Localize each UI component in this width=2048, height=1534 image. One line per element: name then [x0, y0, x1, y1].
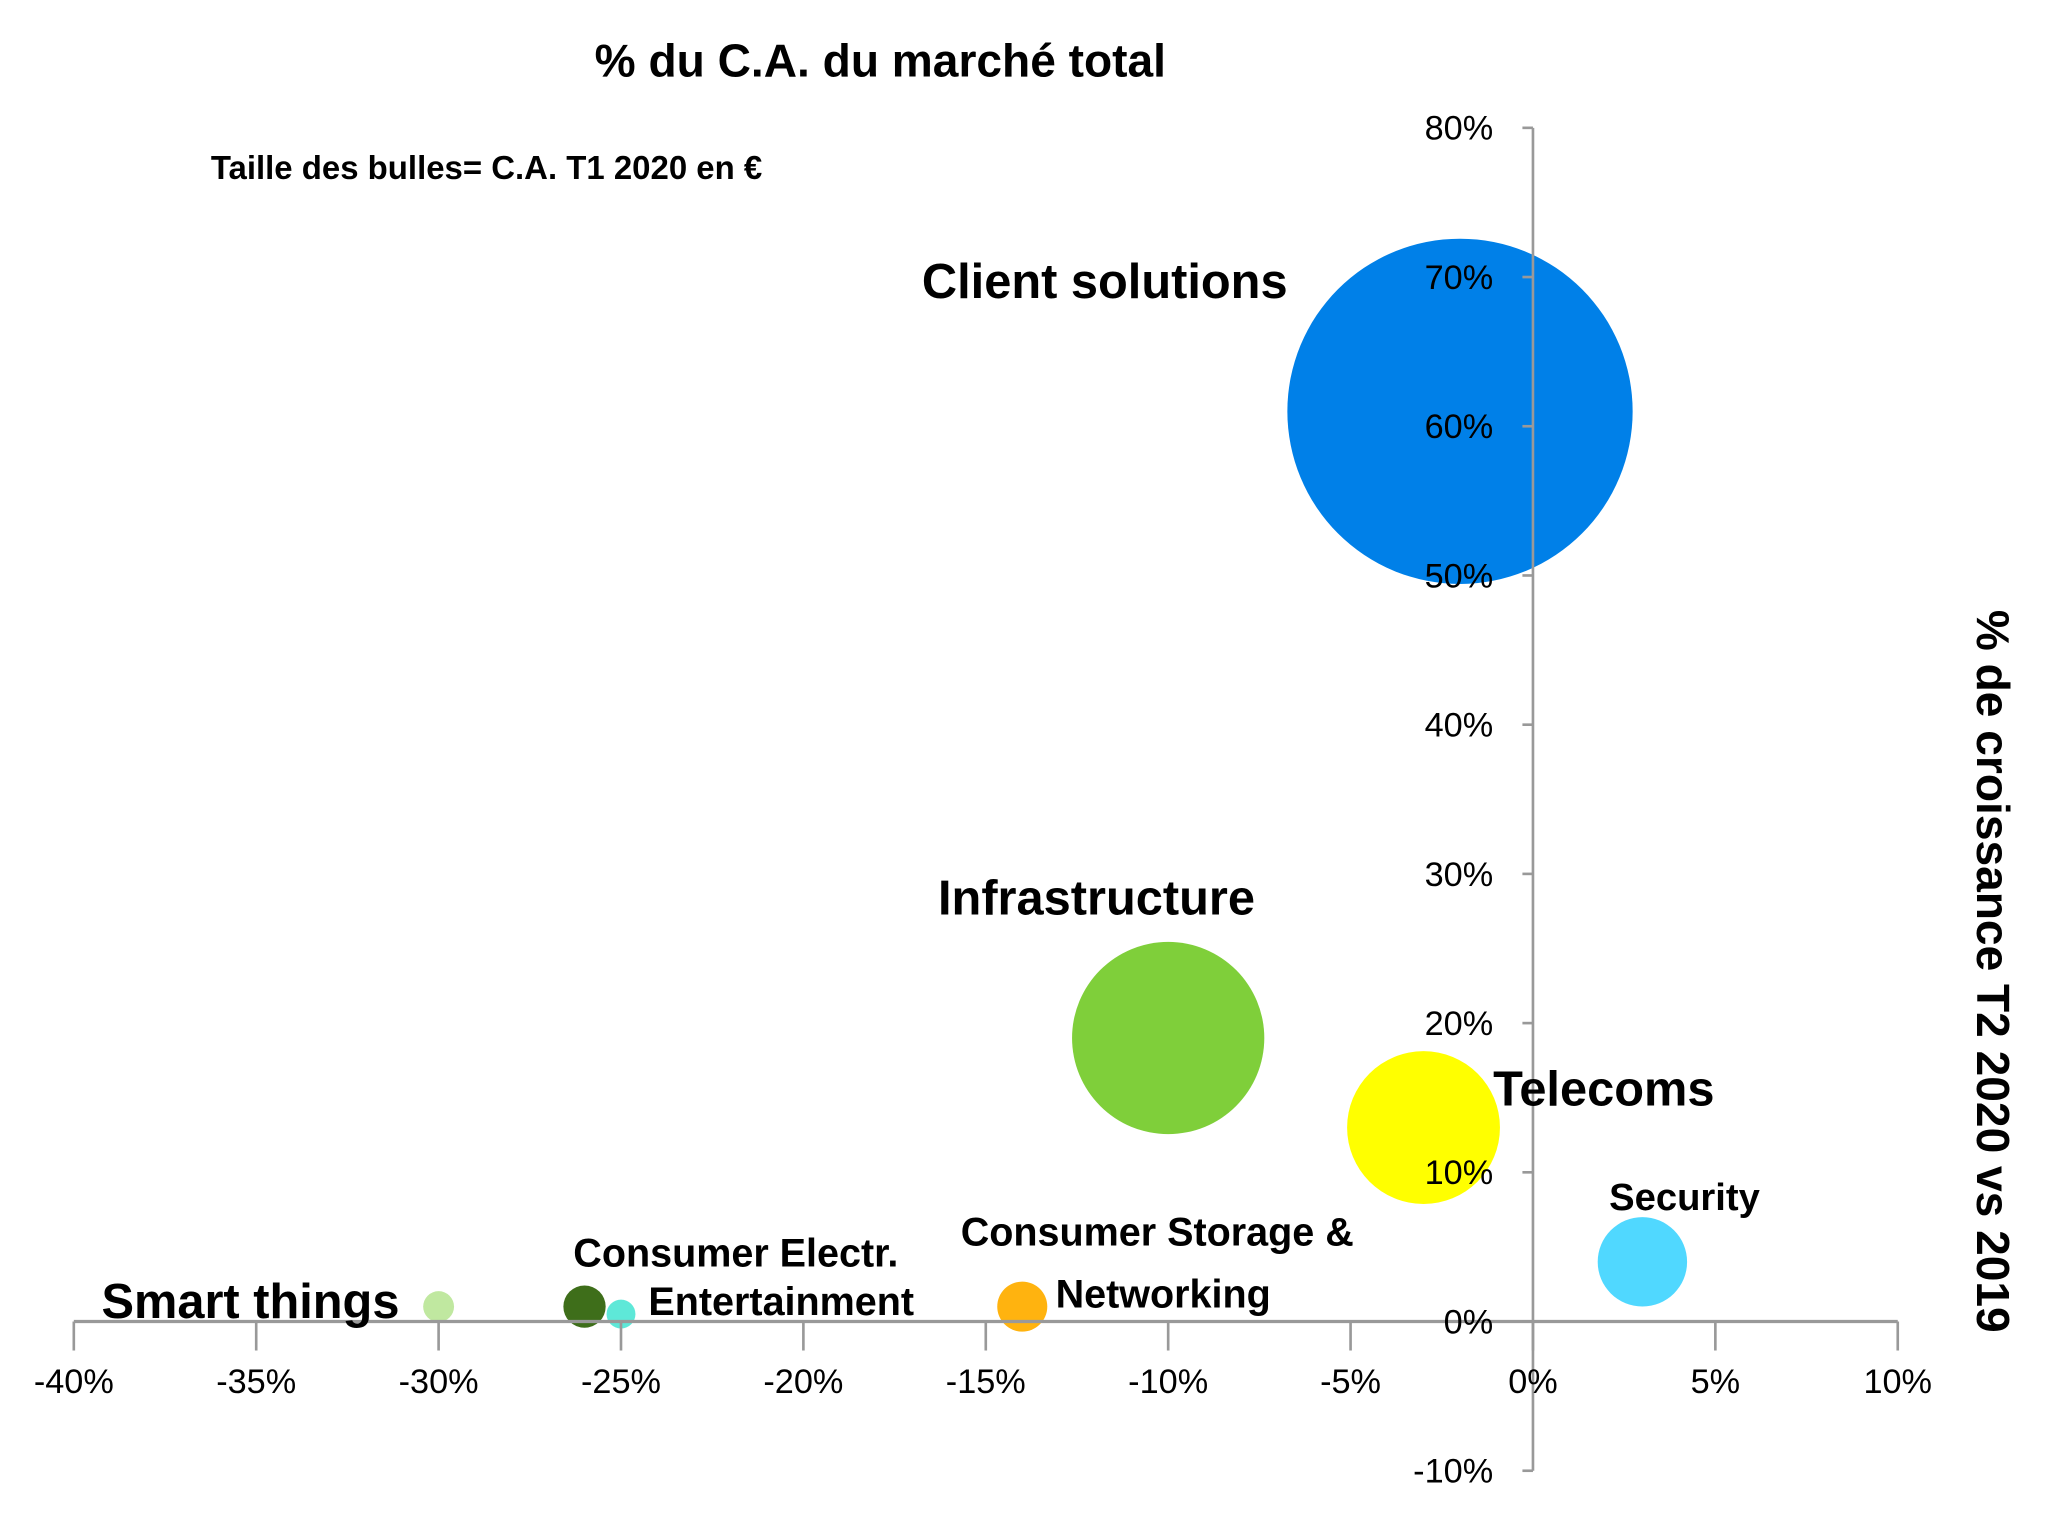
data-label: Networking — [1056, 1272, 1271, 1316]
y-tick-label: 0% — [1444, 1303, 1494, 1341]
x-tick-label: -30% — [399, 1363, 479, 1401]
data-labels-layer: Client solutions Infrastructure Telecoms Se… — [101, 255, 1760, 1329]
chart-title: % du C.A. du marché total — [595, 34, 1166, 86]
bubble-7 — [423, 1291, 455, 1323]
bubble-5 — [563, 1285, 606, 1328]
y-tick-label: 40% — [1425, 707, 1494, 745]
x-tick-label: 5% — [1691, 1363, 1741, 1401]
x-tick-label: -5% — [1320, 1363, 1381, 1401]
data-label: Security — [1609, 1176, 1761, 1219]
y-tick-label: 20% — [1425, 1005, 1494, 1043]
data-label: Client solutions — [922, 255, 1288, 309]
x-tick-label: -20% — [763, 1363, 843, 1401]
y-tick-label: -10% — [1413, 1453, 1493, 1491]
bubbles-layer — [423, 238, 1688, 1332]
y-tick-label: 10% — [1425, 1154, 1494, 1192]
chart-subtitle: Taille des bulles= C.A. T1 2020 en € — [211, 149, 762, 186]
data-label: Entertainment — [648, 1280, 914, 1324]
y-tick-label: 50% — [1425, 557, 1494, 595]
data-label: Infrastructure — [938, 872, 1255, 926]
data-label: Consumer Storage & — [961, 1210, 1354, 1254]
axes-layer: -40% -35% -30% -25% -20% -15% -10% -5% 0% 5% 10% -1… — [34, 110, 1932, 1491]
y-tick-label: 70% — [1425, 259, 1494, 297]
y-tick-label: 60% — [1425, 408, 1494, 446]
x-tick-label: -40% — [34, 1363, 114, 1401]
bubble-3 — [1597, 1217, 1688, 1307]
bubble-4 — [997, 1281, 1048, 1332]
x-tick-label: 10% — [1863, 1363, 1932, 1401]
bubble-1 — [1072, 941, 1265, 1135]
y-axis-title: % de croissance T2 2020 vs 2019 — [1967, 610, 2019, 1333]
x-tick-label: 0% — [1508, 1363, 1558, 1401]
data-label: Consumer Electr. — [573, 1231, 898, 1275]
bubble-2 — [1347, 1051, 1500, 1204]
x-tick-label: -25% — [581, 1363, 661, 1401]
data-label: Smart things — [101, 1275, 399, 1329]
bubble-0 — [1287, 238, 1633, 584]
x-tick-label: -10% — [1128, 1363, 1208, 1401]
x-tick-label: -35% — [216, 1363, 296, 1401]
y-tick-label: 30% — [1425, 856, 1494, 894]
data-label: Telecoms — [1493, 1063, 1714, 1117]
x-tick-label: -15% — [946, 1363, 1026, 1401]
y-tick-label: 80% — [1425, 110, 1494, 148]
